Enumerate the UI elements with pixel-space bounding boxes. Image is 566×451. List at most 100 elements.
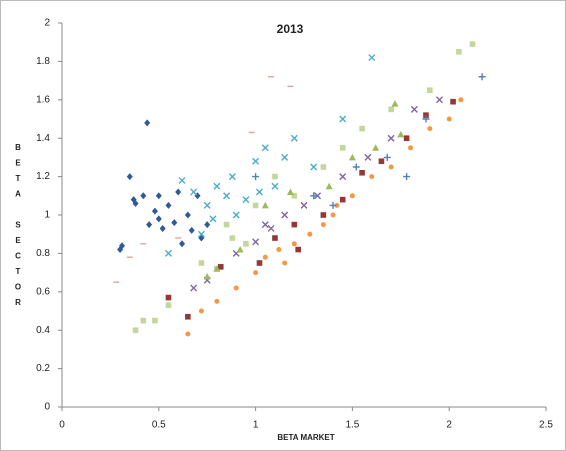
point [300, 201, 308, 209]
point [372, 144, 380, 151]
point [261, 221, 269, 229]
point [155, 215, 162, 223]
point [223, 192, 231, 200]
point [310, 163, 318, 171]
point [450, 98, 456, 105]
point [151, 207, 158, 215]
point [197, 230, 205, 238]
point [329, 201, 337, 209]
point [359, 169, 365, 176]
point [152, 317, 158, 324]
x-tick-label: 0 [59, 420, 65, 431]
point [185, 313, 191, 320]
point [325, 182, 333, 190]
point [213, 265, 221, 272]
point [198, 260, 205, 266]
point [253, 270, 259, 276]
point [242, 196, 250, 204]
point [204, 221, 211, 229]
point [243, 241, 249, 247]
point [403, 173, 411, 181]
point [383, 153, 391, 161]
point [458, 97, 464, 103]
x-tick-label: 2.5 [539, 420, 553, 431]
point [291, 221, 298, 228]
point [236, 246, 244, 253]
point [140, 317, 147, 324]
point [281, 153, 289, 161]
point [175, 188, 182, 196]
point [155, 192, 162, 200]
point [190, 284, 198, 292]
x-axis-label: BETA MARKET [277, 433, 334, 442]
point [364, 153, 372, 161]
point [307, 231, 313, 237]
point [282, 260, 288, 266]
point [256, 260, 263, 266]
point [178, 176, 186, 184]
point [179, 240, 186, 248]
point [171, 219, 178, 227]
point [252, 157, 260, 165]
point [190, 188, 198, 196]
point [295, 246, 301, 253]
y-tick-label: 0.4 [36, 325, 50, 336]
point [388, 106, 394, 113]
point [391, 100, 399, 107]
point [436, 96, 444, 104]
point [388, 164, 394, 170]
point [339, 196, 346, 203]
point [387, 134, 395, 142]
chart-title: 2013 [277, 22, 304, 36]
point [469, 41, 476, 47]
point [352, 163, 360, 171]
point [291, 241, 297, 247]
point [369, 174, 375, 180]
point [146, 221, 153, 229]
point [407, 145, 413, 151]
x-tick-label: 0.5 [152, 420, 166, 431]
point [378, 158, 385, 165]
point [132, 327, 139, 333]
point [427, 126, 433, 132]
x-tick-label: 1 [253, 420, 259, 431]
point [198, 308, 204, 314]
x-tick-label: 2 [446, 420, 452, 431]
y-tick-label: 0.2 [36, 363, 50, 374]
point [368, 54, 376, 62]
y-tick-label: 1.8 [36, 56, 50, 67]
point [228, 173, 236, 181]
point [410, 105, 418, 113]
point [320, 212, 327, 218]
point [290, 134, 298, 142]
point [255, 188, 263, 196]
point [320, 164, 327, 170]
y-tick-label: 0.6 [36, 286, 50, 297]
point [159, 224, 166, 232]
point [423, 112, 429, 118]
point [281, 211, 289, 219]
point [330, 212, 336, 218]
point [140, 192, 147, 200]
point [261, 201, 269, 209]
point [229, 235, 236, 241]
point [144, 119, 151, 127]
point [397, 130, 405, 138]
point [310, 192, 318, 200]
point [456, 49, 462, 55]
y-tick-label: 2 [44, 18, 50, 29]
point [164, 249, 172, 257]
point [184, 211, 191, 219]
point [119, 242, 126, 250]
point [427, 87, 433, 93]
point [276, 247, 282, 253]
point [214, 298, 220, 304]
point [132, 199, 139, 207]
point [209, 215, 217, 223]
point [339, 173, 347, 181]
point [232, 211, 240, 219]
y-tick-label: 0 [44, 402, 50, 413]
point [223, 221, 230, 228]
